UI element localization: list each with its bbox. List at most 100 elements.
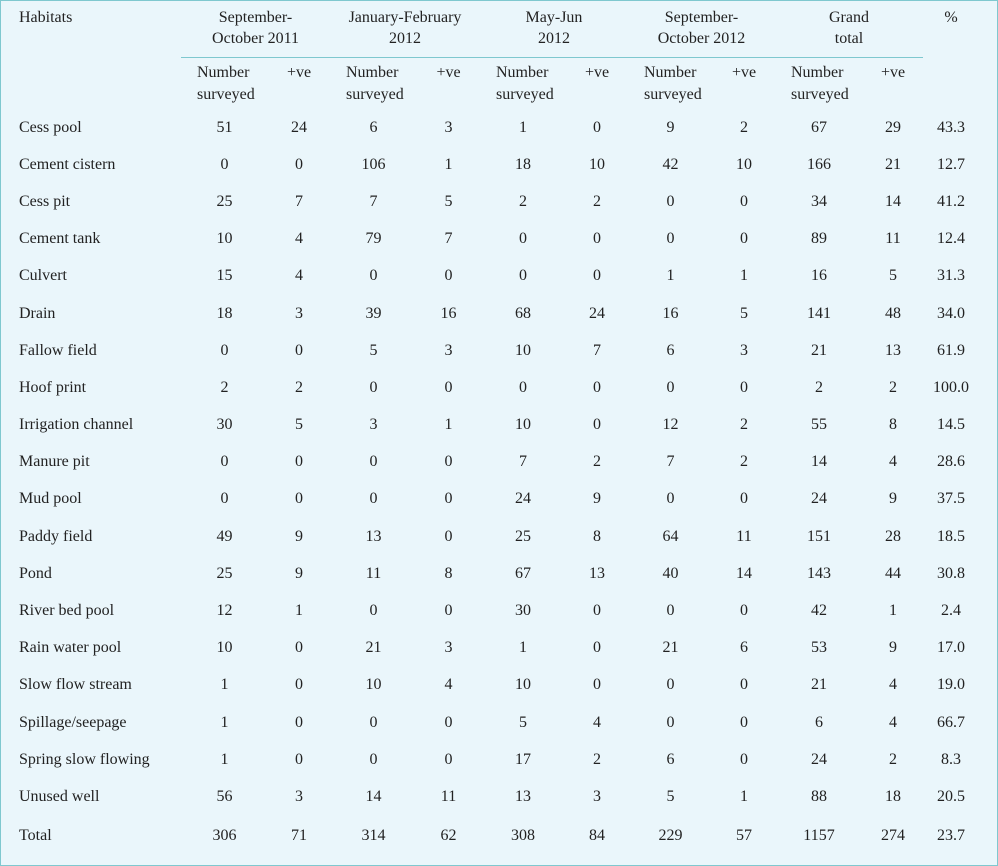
value-cell: 24 bbox=[811, 490, 827, 508]
value-cell: 28.6 bbox=[937, 453, 965, 471]
habitat-name-cell: Rain water pool bbox=[19, 639, 122, 657]
table-row: Mud pool 0 0 0 0 24 9 0 0 24 9 37.5 bbox=[11, 481, 979, 518]
habitat-name-cell: Pond bbox=[19, 564, 52, 582]
value-cell: 40 bbox=[662, 564, 679, 582]
value-cell: 0 bbox=[220, 341, 229, 359]
value-cell: 7 bbox=[593, 341, 601, 359]
value-cell: 12.7 bbox=[937, 155, 965, 173]
value-cell: 3 bbox=[740, 341, 748, 359]
value-cell: 30.8 bbox=[937, 564, 965, 582]
value-cell: 5 bbox=[740, 304, 748, 322]
value-cell: 88 bbox=[811, 787, 827, 805]
value-cell: 9 bbox=[295, 527, 303, 545]
value-cell: 14 bbox=[811, 453, 827, 471]
group-header: September- October 2012 bbox=[657, 9, 746, 47]
value-cell: 0 bbox=[369, 267, 378, 285]
table-row: Hoof print 2 2 0 0 0 0 0 0 2 2 100.0 bbox=[11, 369, 979, 406]
table-row: Cess pit 25 7 7 5 2 2 0 0 34 14 41.2 bbox=[11, 183, 979, 220]
value-cell: 0 bbox=[369, 750, 378, 768]
value-cell: 0 bbox=[220, 490, 229, 508]
value-cell: 17 bbox=[515, 750, 531, 768]
habitat-name-cell: Cement tank bbox=[19, 230, 101, 248]
value-cell: 1 bbox=[220, 713, 229, 731]
group-header: Grand total bbox=[829, 9, 869, 47]
value-cell: 5 bbox=[889, 267, 897, 285]
table-row: Paddy field 49 9 13 0 25 8 64 11 151 28 18.5 bbox=[11, 518, 979, 555]
value-cell: 0 bbox=[369, 713, 378, 731]
value-cell: 11 bbox=[365, 564, 382, 582]
value-cell: 16 bbox=[662, 304, 679, 322]
value-cell: 1 bbox=[666, 267, 675, 285]
value-cell: 89 bbox=[811, 230, 827, 248]
value-cell: 10 bbox=[216, 639, 233, 657]
value-cell: 3 bbox=[593, 787, 601, 805]
value-cell: 25 bbox=[216, 192, 233, 210]
value-cell: 21 bbox=[662, 639, 679, 657]
habitat-survey-table: Habitats September- October 2011 January-… bbox=[11, 5, 979, 856]
habitat-name-cell: Drain bbox=[19, 304, 56, 322]
value-cell: 0 bbox=[369, 490, 378, 508]
value-cell: 9 bbox=[889, 639, 897, 657]
value-cell: 57 bbox=[736, 826, 752, 844]
value-cell: 6 bbox=[740, 639, 748, 657]
value-cell: 0 bbox=[740, 676, 748, 694]
habitat-name-cell: Irrigation channel bbox=[19, 416, 134, 434]
value-cell: 0 bbox=[295, 341, 303, 359]
value-cell: 48 bbox=[885, 304, 901, 322]
value-cell: 14 bbox=[885, 192, 901, 210]
value-cell: 3 bbox=[369, 416, 378, 434]
value-cell: 0 bbox=[444, 602, 453, 620]
value-cell: 21 bbox=[811, 676, 827, 694]
value-cell: 100.0 bbox=[933, 378, 969, 396]
value-cell: 42 bbox=[662, 155, 679, 173]
value-cell: 24 bbox=[811, 750, 827, 768]
value-cell: 31.3 bbox=[937, 267, 965, 285]
value-cell: 13 bbox=[515, 787, 531, 805]
positive-header: +ve bbox=[863, 57, 923, 109]
value-cell: 2 bbox=[740, 453, 748, 471]
value-cell: 8 bbox=[444, 564, 453, 582]
table-row: Fallow field 0 0 5 3 10 7 6 3 21 13 61.9 bbox=[11, 332, 979, 369]
value-cell: 14 bbox=[736, 564, 752, 582]
value-cell: 1 bbox=[519, 639, 527, 657]
value-cell: 4 bbox=[295, 230, 303, 248]
value-cell: 1 bbox=[740, 267, 748, 285]
value-cell: 2 bbox=[593, 453, 601, 471]
table-row: Drain 18 3 39 16 68 24 16 5 141 48 34.0 bbox=[11, 295, 979, 332]
positive-header: +ve bbox=[713, 57, 775, 109]
table-row: Rain water pool 10 0 21 3 1 0 21 6 53 9 17.0 bbox=[11, 630, 979, 667]
value-cell: 0 bbox=[740, 230, 748, 248]
value-cell: 0 bbox=[444, 713, 453, 731]
value-cell: 29 bbox=[885, 118, 901, 136]
value-cell: 30 bbox=[216, 416, 233, 434]
value-cell: 1 bbox=[740, 787, 748, 805]
value-cell: 28 bbox=[885, 527, 901, 545]
value-cell: 0 bbox=[369, 378, 378, 396]
habitat-name-cell: Cess pit bbox=[19, 192, 71, 210]
habitat-name-cell: Hoof print bbox=[19, 378, 87, 396]
value-cell: 62 bbox=[440, 826, 457, 844]
value-cell: 34.0 bbox=[937, 304, 965, 322]
value-cell: 53 bbox=[811, 639, 827, 657]
value-cell: 25 bbox=[216, 564, 233, 582]
table-row: Pond 25 9 11 8 67 13 40 14 143 44 30.8 bbox=[11, 555, 979, 592]
value-cell: 14 bbox=[365, 787, 382, 805]
value-cell: 106 bbox=[361, 155, 386, 173]
value-cell: 0 bbox=[740, 378, 748, 396]
value-cell: 10 bbox=[515, 676, 531, 694]
value-cell: 141 bbox=[807, 304, 831, 322]
value-cell: 3 bbox=[444, 341, 453, 359]
positive-header: +ve bbox=[417, 57, 480, 109]
value-cell: 24 bbox=[589, 304, 605, 322]
value-cell: 0 bbox=[740, 192, 748, 210]
value-cell: 143 bbox=[807, 564, 831, 582]
habitat-name-cell: Mud pool bbox=[19, 490, 82, 508]
value-cell: 10 bbox=[515, 341, 531, 359]
value-cell: 1 bbox=[444, 155, 453, 173]
value-cell: 4 bbox=[889, 676, 897, 694]
value-cell: 67 bbox=[811, 118, 827, 136]
value-cell: 3 bbox=[295, 787, 303, 805]
table-row: Spillage/seepage 1 0 0 0 5 4 0 0 6 4 66.7 bbox=[11, 704, 979, 741]
value-cell: 9 bbox=[295, 564, 303, 582]
